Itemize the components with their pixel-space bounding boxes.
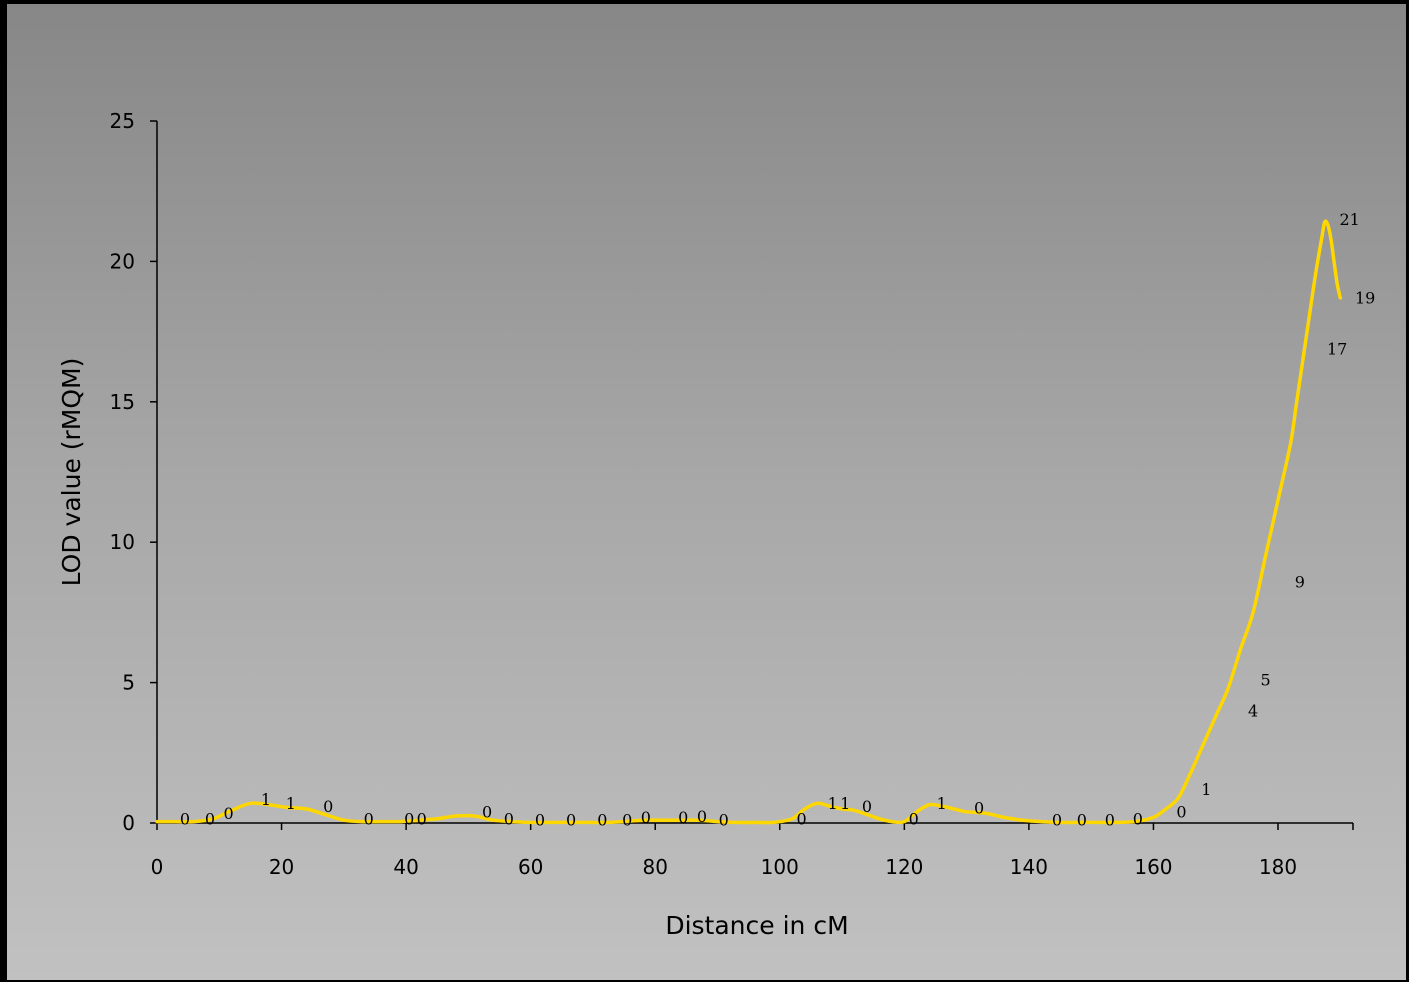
axes <box>157 121 1353 823</box>
y-tick-label: 10 <box>110 530 135 554</box>
data-label: 0 <box>697 807 707 826</box>
x-axis-title: Distance in cM <box>665 911 848 940</box>
data-label: 0 <box>1176 803 1186 822</box>
data-label: 1 <box>286 794 296 813</box>
y-ticks: 0 5 10 15 20 25 <box>110 109 157 835</box>
y-tick-label: 15 <box>110 390 135 414</box>
data-label: 9 <box>1295 572 1305 591</box>
data-label: 0 <box>1077 810 1087 829</box>
data-label: 0 <box>909 810 919 829</box>
x-tick-label: 140 <box>1010 855 1048 879</box>
y-tick-label: 5 <box>122 671 135 695</box>
x-tick-label: 20 <box>269 855 294 879</box>
data-label: 4 <box>1248 701 1258 720</box>
x-ticks: 0 20 40 60 80 100 120 140 160 180 <box>151 823 1353 879</box>
series-layer <box>157 221 1340 823</box>
data-label: 17 <box>1327 339 1347 358</box>
x-tick-label: 100 <box>761 855 799 879</box>
data-label: 0 <box>504 810 514 829</box>
data-label: 0 <box>597 810 607 829</box>
data-label: 0 <box>719 810 729 829</box>
data-label: 21 <box>1339 210 1359 229</box>
data-label: 1 <box>1201 780 1211 799</box>
x-tick-label: 80 <box>642 855 667 879</box>
x-tick-label: 60 <box>518 855 543 879</box>
data-label: 5 <box>1260 671 1270 690</box>
data-label: 0 <box>404 810 414 829</box>
x-tick-label: 40 <box>393 855 418 879</box>
data-label: 0 <box>364 810 374 829</box>
data-label: 0 <box>974 798 984 817</box>
x-tick-label: 0 <box>151 855 164 879</box>
data-label: 1 <box>261 790 271 809</box>
data-label: 0 <box>205 810 215 829</box>
data-label: 1 <box>828 794 838 813</box>
data-label: 1 <box>840 794 850 813</box>
data-label: 0 <box>535 810 545 829</box>
x-tick-label: 160 <box>1134 855 1172 879</box>
data-label: 0 <box>1052 810 1062 829</box>
data-label: 19 <box>1355 289 1375 308</box>
data-label: 0 <box>482 803 492 822</box>
lod-series-line <box>157 221 1340 823</box>
y-tick-label: 20 <box>110 249 135 273</box>
y-tick-label: 25 <box>110 109 135 133</box>
data-label: 0 <box>224 804 234 823</box>
data-label: 0 <box>323 797 333 816</box>
data-label: 0 <box>566 810 576 829</box>
data-label: 0 <box>1133 810 1143 829</box>
y-axis-title: LOD value (rMQM) <box>57 358 86 587</box>
data-label: 1 <box>937 794 947 813</box>
data-labels: 0 0 01 1 00 0 0 0 0 0 0 0 0 0 0 0 0 01 1 001 00 0 0 0 0145917211… <box>180 210 1375 829</box>
data-label: 0 <box>796 810 806 829</box>
data-label: 0 <box>180 810 190 829</box>
y-tick-label: 0 <box>122 811 135 835</box>
data-label: 0 <box>641 808 651 827</box>
data-label: 0 <box>417 810 427 829</box>
x-tick-label: 120 <box>885 855 923 879</box>
data-label: 0 <box>1105 810 1115 829</box>
data-label: 0 <box>622 810 632 829</box>
data-label: 0 <box>678 808 688 827</box>
x-tick-label: 180 <box>1259 855 1297 879</box>
data-label: 0 <box>862 797 872 816</box>
